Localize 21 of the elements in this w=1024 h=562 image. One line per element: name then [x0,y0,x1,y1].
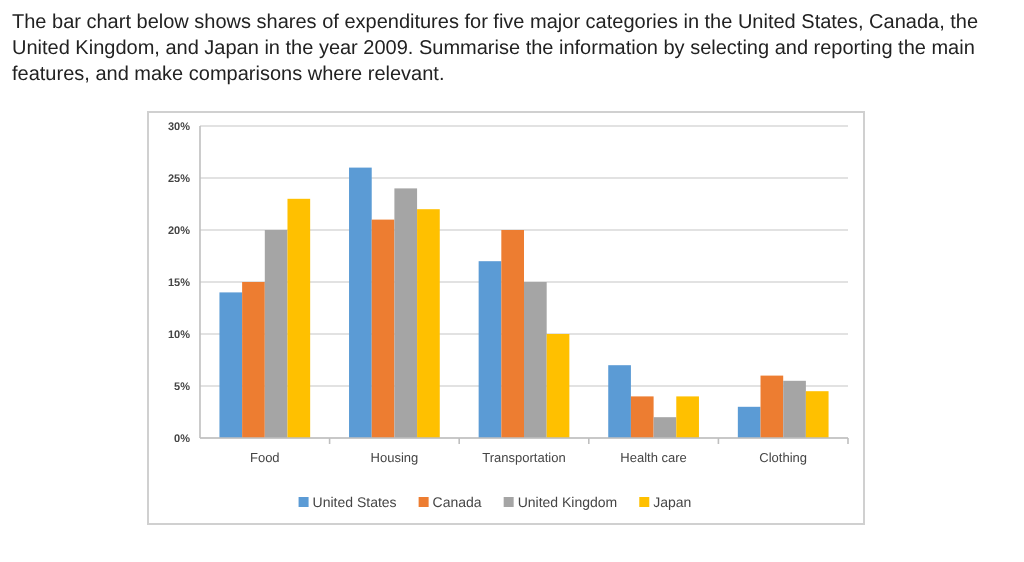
bar [608,365,631,438]
bar [760,375,784,438]
bar [805,391,829,438]
bar [501,230,524,438]
bar [676,396,699,438]
bar [478,261,502,438]
bar [653,417,677,438]
bar [737,406,761,438]
bar [394,188,418,438]
bar [287,198,311,438]
bar [630,396,654,438]
bar [264,230,288,438]
bar [524,282,547,438]
bar [371,219,395,438]
bar [242,282,265,438]
bar [219,292,243,438]
bar [417,209,440,438]
bar [783,380,806,438]
bar [349,167,372,438]
chart-title: The bar chart below shows shares of expenditures for five major categories in the United States, Canada, the United Kingdom, and Japan in the year 2009. Summarise the information by selecting and reporting the main features, and make comparisons where relevant. [12,12,979,86]
bar [546,334,570,438]
